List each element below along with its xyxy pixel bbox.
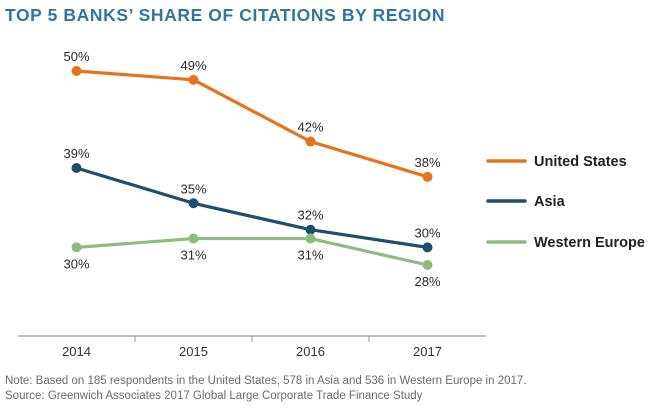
footnote-source: Source: Greenwich Associates 2017 Global… (5, 390, 423, 402)
data-point-asia-2017 (422, 242, 433, 253)
series-line-asia (74, 166, 430, 249)
x-axis: 2014 2015 2016 2017 (18, 335, 486, 359)
data-label-asia-2017: 30% (414, 225, 440, 240)
legend-label-united-states: United States (534, 154, 627, 170)
data-point-asia-2016 (305, 224, 316, 235)
data-label-united-states-2014: 50% (63, 49, 89, 64)
x-tick-label-2017: 2017 (413, 344, 442, 359)
x-tick-label-2015: 2015 (179, 344, 208, 359)
legend-label-asia: Asia (534, 194, 566, 210)
data-point-united-states-2014 (71, 66, 82, 76)
series-line-united-states (74, 69, 430, 179)
legend-label-western-europe: Western Europe (534, 235, 645, 251)
data-label-united-states-2015: 49% (180, 58, 206, 73)
x-tick-label-2016: 2016 (296, 344, 325, 359)
data-label-asia-2014: 39% (63, 146, 89, 161)
data-point-western-europe-2014 (71, 242, 82, 253)
data-point-united-states-2017 (422, 171, 433, 182)
series-layer (71, 66, 433, 270)
data-label-asia-2016: 32% (297, 208, 323, 223)
data-point-asia-2014 (71, 163, 82, 173)
footnote-note: Note: Based on 185 respondents in the Un… (5, 375, 527, 387)
legend: United States Asia Western Europe (486, 154, 645, 251)
data-label-western-europe-2017: 28% (414, 274, 440, 289)
data-label-asia-2015: 35% (180, 181, 206, 196)
data-point-united-states-2016 (305, 136, 316, 147)
data-label-united-states-2016: 42% (297, 120, 323, 135)
x-tick-label-2014: 2014 (62, 344, 91, 359)
data-point-western-europe-2015 (188, 233, 199, 244)
data-point-asia-2015 (188, 198, 199, 209)
data-label-western-europe-2014: 30% (63, 256, 89, 271)
data-point-united-states-2015 (188, 74, 199, 85)
data-labels: 50% 49% 42% 38% 39% 35% 32% 30% 30% 31% 31% 28% (63, 49, 440, 289)
chart-title: TOP 5 BANKS’ SHARE OF CITATIONS BY REGIO… (5, 5, 446, 25)
footnote: Note: Based on 185 respondents in the Un… (5, 374, 526, 404)
data-point-western-europe-2017 (422, 260, 433, 270)
data-label-western-europe-2015: 31% (180, 248, 206, 263)
data-label-western-europe-2016: 31% (297, 248, 323, 263)
series-line-western-europe (74, 236, 430, 267)
data-label-united-states-2017: 38% (414, 155, 440, 170)
data-point-western-europe-2016 (305, 233, 316, 244)
